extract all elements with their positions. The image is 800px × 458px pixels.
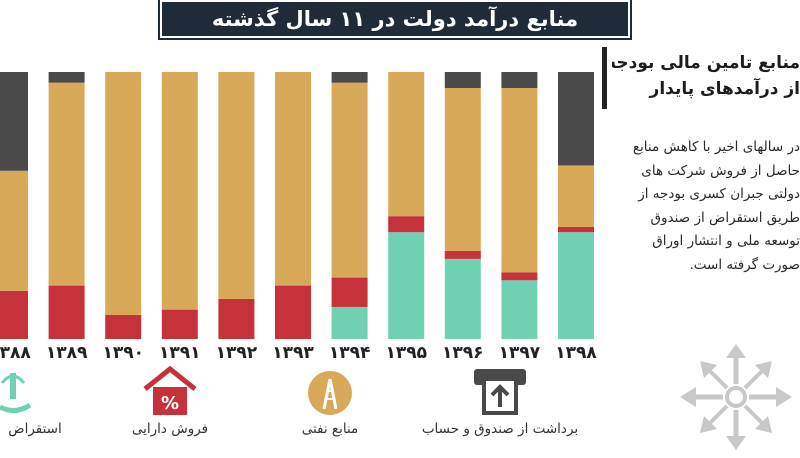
- x-tick-label: ۱۳۹۲: [216, 343, 258, 363]
- legend-label: استقراض: [8, 421, 62, 437]
- bar-assets-10: [558, 226, 594, 233]
- bar-oil-2: [105, 72, 142, 315]
- x-tick-label: ۱۳۹۷: [499, 343, 541, 363]
- side-paragraph-line: صورت گرفته است.: [689, 256, 800, 273]
- bar-oil-8: [444, 88, 481, 251]
- bar-assets-5: [275, 285, 311, 339]
- bar-fund-10: [558, 72, 594, 166]
- bar-oil-10: [558, 165, 594, 227]
- legend-item-fund: برداشت از صندوق و حساب: [400, 365, 600, 437]
- x-tick-label: ۱۳۸۸: [0, 343, 31, 363]
- bar-assets-1: [48, 285, 85, 339]
- x-tick-label: ۱۳۹۱: [159, 343, 201, 363]
- legend-label: منابع نفتی: [301, 421, 359, 437]
- bar-assets-8: [444, 250, 481, 259]
- bar-assets-0: [0, 290, 28, 339]
- side-heading: منابع تامین مالی بودجه از درآمدهای پایدا…: [612, 50, 800, 102]
- bar-loan-7: [388, 232, 425, 339]
- bar-assets-6: [331, 277, 368, 307]
- legend-item-loan: استقراض: [0, 365, 62, 437]
- bar-loan-8: [444, 258, 481, 339]
- legend-item-oil: منابع نفتی: [285, 365, 375, 437]
- bar-loan-9: [501, 280, 538, 339]
- x-tick-label: ۱۳۹۴: [329, 343, 371, 363]
- bar-oil-6: [331, 82, 368, 278]
- loan-icon: [0, 373, 32, 413]
- chart-title: منابع درآمد دولت در ۱۱ سال گذشته: [160, 0, 630, 38]
- heading-accent-bar: [602, 47, 607, 109]
- x-tick-label: ۱۳۸۹: [46, 343, 88, 363]
- oil-rig-icon: [308, 371, 352, 415]
- side-paragraph-line: در سالهای اخیر با کاهش منابع: [632, 139, 800, 155]
- x-tick-label: ۱۳۹۳: [272, 343, 314, 363]
- side-paragraph-line: حاصل از فروش شرکت های: [641, 162, 800, 179]
- side-paragraph-line: توسعه ملی و انتشار اوراق: [652, 233, 800, 249]
- side-paragraph-line: طریق استقراض از صندوق: [650, 209, 800, 226]
- bar-fund-9: [501, 72, 538, 89]
- bar-fund-1: [48, 72, 85, 83]
- bar-fund-8: [444, 72, 481, 89]
- x-tick-label: ۱۳۹۶: [442, 343, 484, 363]
- house-percent-icon: %: [143, 365, 197, 415]
- side-paragraph-line: دولتی جبران کسری بودجه از: [638, 186, 800, 202]
- legend-label: فروش دارایی: [131, 421, 209, 437]
- side-paragraph: در سالهای اخیر با کاهش منابع حاصل از فرو…: [605, 136, 800, 277]
- bar-assets-3: [161, 309, 198, 339]
- bar-oil-3: [161, 72, 198, 310]
- compass-arrows-icon: [680, 344, 792, 450]
- bar-assets-2: [105, 314, 142, 339]
- bar-fund-0: [0, 72, 28, 171]
- side-heading-line: منابع تامین مالی بودجه: [612, 53, 800, 73]
- bar-assets-9: [501, 272, 538, 281]
- x-tick-label: ۱۳۹۵: [385, 343, 427, 363]
- x-tick-label: ۱۳۹۰: [102, 343, 144, 363]
- bar-loan-10: [558, 232, 594, 339]
- svg-text:%: %: [161, 393, 179, 414]
- x-tick-label: ۱۳۹۸: [555, 343, 597, 363]
- bar-oil-5: [275, 72, 311, 286]
- side-heading-line: از درآمدهای پایدار: [649, 79, 800, 99]
- bar-assets-4: [218, 298, 255, 339]
- bar-fund-6: [331, 72, 368, 83]
- bar-oil-4: [218, 72, 255, 299]
- bar-oil-9: [501, 88, 538, 273]
- bar-oil-0: [0, 170, 28, 291]
- bar-oil-7: [388, 72, 425, 217]
- bar-loan-6: [331, 306, 368, 339]
- legend-item-assets: % فروش دارایی: [115, 365, 225, 437]
- withdraw-icon: [474, 369, 526, 415]
- bar-oil-1: [48, 82, 85, 286]
- bar-assets-7: [388, 216, 425, 233]
- legend-label: برداشت از صندوق و حساب: [421, 421, 579, 437]
